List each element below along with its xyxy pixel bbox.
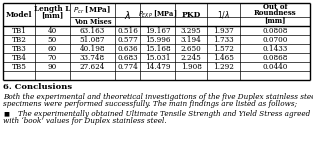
Text: Von Mises: Von Mises (74, 18, 111, 25)
Text: 0.1433: 0.1433 (262, 44, 288, 52)
Text: 1.908: 1.908 (181, 62, 202, 71)
Text: 0.577: 0.577 (117, 35, 138, 43)
Text: [mm]: [mm] (41, 11, 64, 19)
Text: Out of: Out of (263, 3, 287, 11)
Text: 1.937: 1.937 (213, 27, 234, 34)
Text: 40.198: 40.198 (80, 44, 105, 52)
Text: 63.163: 63.163 (80, 27, 105, 34)
Text: 6. Conclusions: 6. Conclusions (3, 83, 72, 91)
Text: $\lambda$: $\lambda$ (124, 9, 131, 20)
Text: 0.0700: 0.0700 (262, 35, 288, 43)
Text: 33.748: 33.748 (80, 53, 105, 62)
Text: Roundness: Roundness (254, 9, 296, 17)
Text: 14.479: 14.479 (145, 62, 170, 71)
Text: 15.996: 15.996 (145, 35, 170, 43)
Text: 70: 70 (48, 53, 57, 62)
Text: TB4: TB4 (12, 53, 26, 62)
Text: 40: 40 (48, 27, 57, 34)
Text: [mm]: [mm] (264, 16, 286, 24)
Text: 0.683: 0.683 (117, 53, 138, 62)
Text: 3.295: 3.295 (181, 27, 201, 34)
Text: 0.0868: 0.0868 (262, 53, 288, 62)
Text: 50: 50 (48, 35, 57, 43)
Text: 51.087: 51.087 (80, 35, 105, 43)
Text: 3.194: 3.194 (181, 35, 201, 43)
Text: 0.0440: 0.0440 (262, 62, 288, 71)
Text: TB3: TB3 (12, 44, 26, 52)
Text: 15.031: 15.031 (145, 53, 170, 62)
Text: TB5: TB5 (12, 62, 26, 71)
Text: $P_{cr}$ [MPa]: $P_{cr}$ [MPa] (74, 4, 111, 16)
Text: 27.624: 27.624 (80, 62, 105, 71)
Text: 1.465: 1.465 (213, 53, 234, 62)
Text: 60: 60 (48, 44, 57, 52)
Text: 15.168: 15.168 (145, 44, 170, 52)
Text: PKD: PKD (181, 10, 201, 19)
Text: ■: ■ (3, 112, 9, 117)
Text: 0.636: 0.636 (117, 44, 138, 52)
Text: 1.292: 1.292 (213, 62, 234, 71)
Text: Model: Model (6, 10, 32, 19)
Text: 0.0808: 0.0808 (262, 27, 288, 34)
Text: 90: 90 (48, 62, 57, 71)
Text: Length L: Length L (34, 5, 71, 13)
Text: TB2: TB2 (12, 35, 26, 43)
Text: 19.167: 19.167 (145, 27, 170, 34)
Text: with ‘book’ values for Duplex stainless steel.: with ‘book’ values for Duplex stainless … (3, 117, 167, 125)
Text: 0.774: 0.774 (117, 62, 138, 71)
Text: TB1: TB1 (12, 27, 27, 34)
Text: 1.572: 1.572 (213, 44, 234, 52)
Text: $P_{EXP}$ [MPa]: $P_{EXP}$ [MPa] (138, 9, 177, 20)
Text: 2.650: 2.650 (181, 44, 201, 52)
Text: The experimentally obtained Ultimate Tensile Strength and Yield Stress agreed: The experimentally obtained Ultimate Ten… (18, 110, 310, 118)
Text: 0.516: 0.516 (117, 27, 138, 34)
Text: Both the experimental and theoretical investigations of the five Duplex stainles: Both the experimental and theoretical in… (3, 93, 313, 101)
Text: specimens were performed successfully. The main findings are listed as follows;: specimens were performed successfully. T… (3, 100, 297, 108)
Text: $1/\lambda$: $1/\lambda$ (217, 9, 230, 20)
Text: 2.245: 2.245 (181, 53, 201, 62)
Text: 1.733: 1.733 (213, 35, 234, 43)
